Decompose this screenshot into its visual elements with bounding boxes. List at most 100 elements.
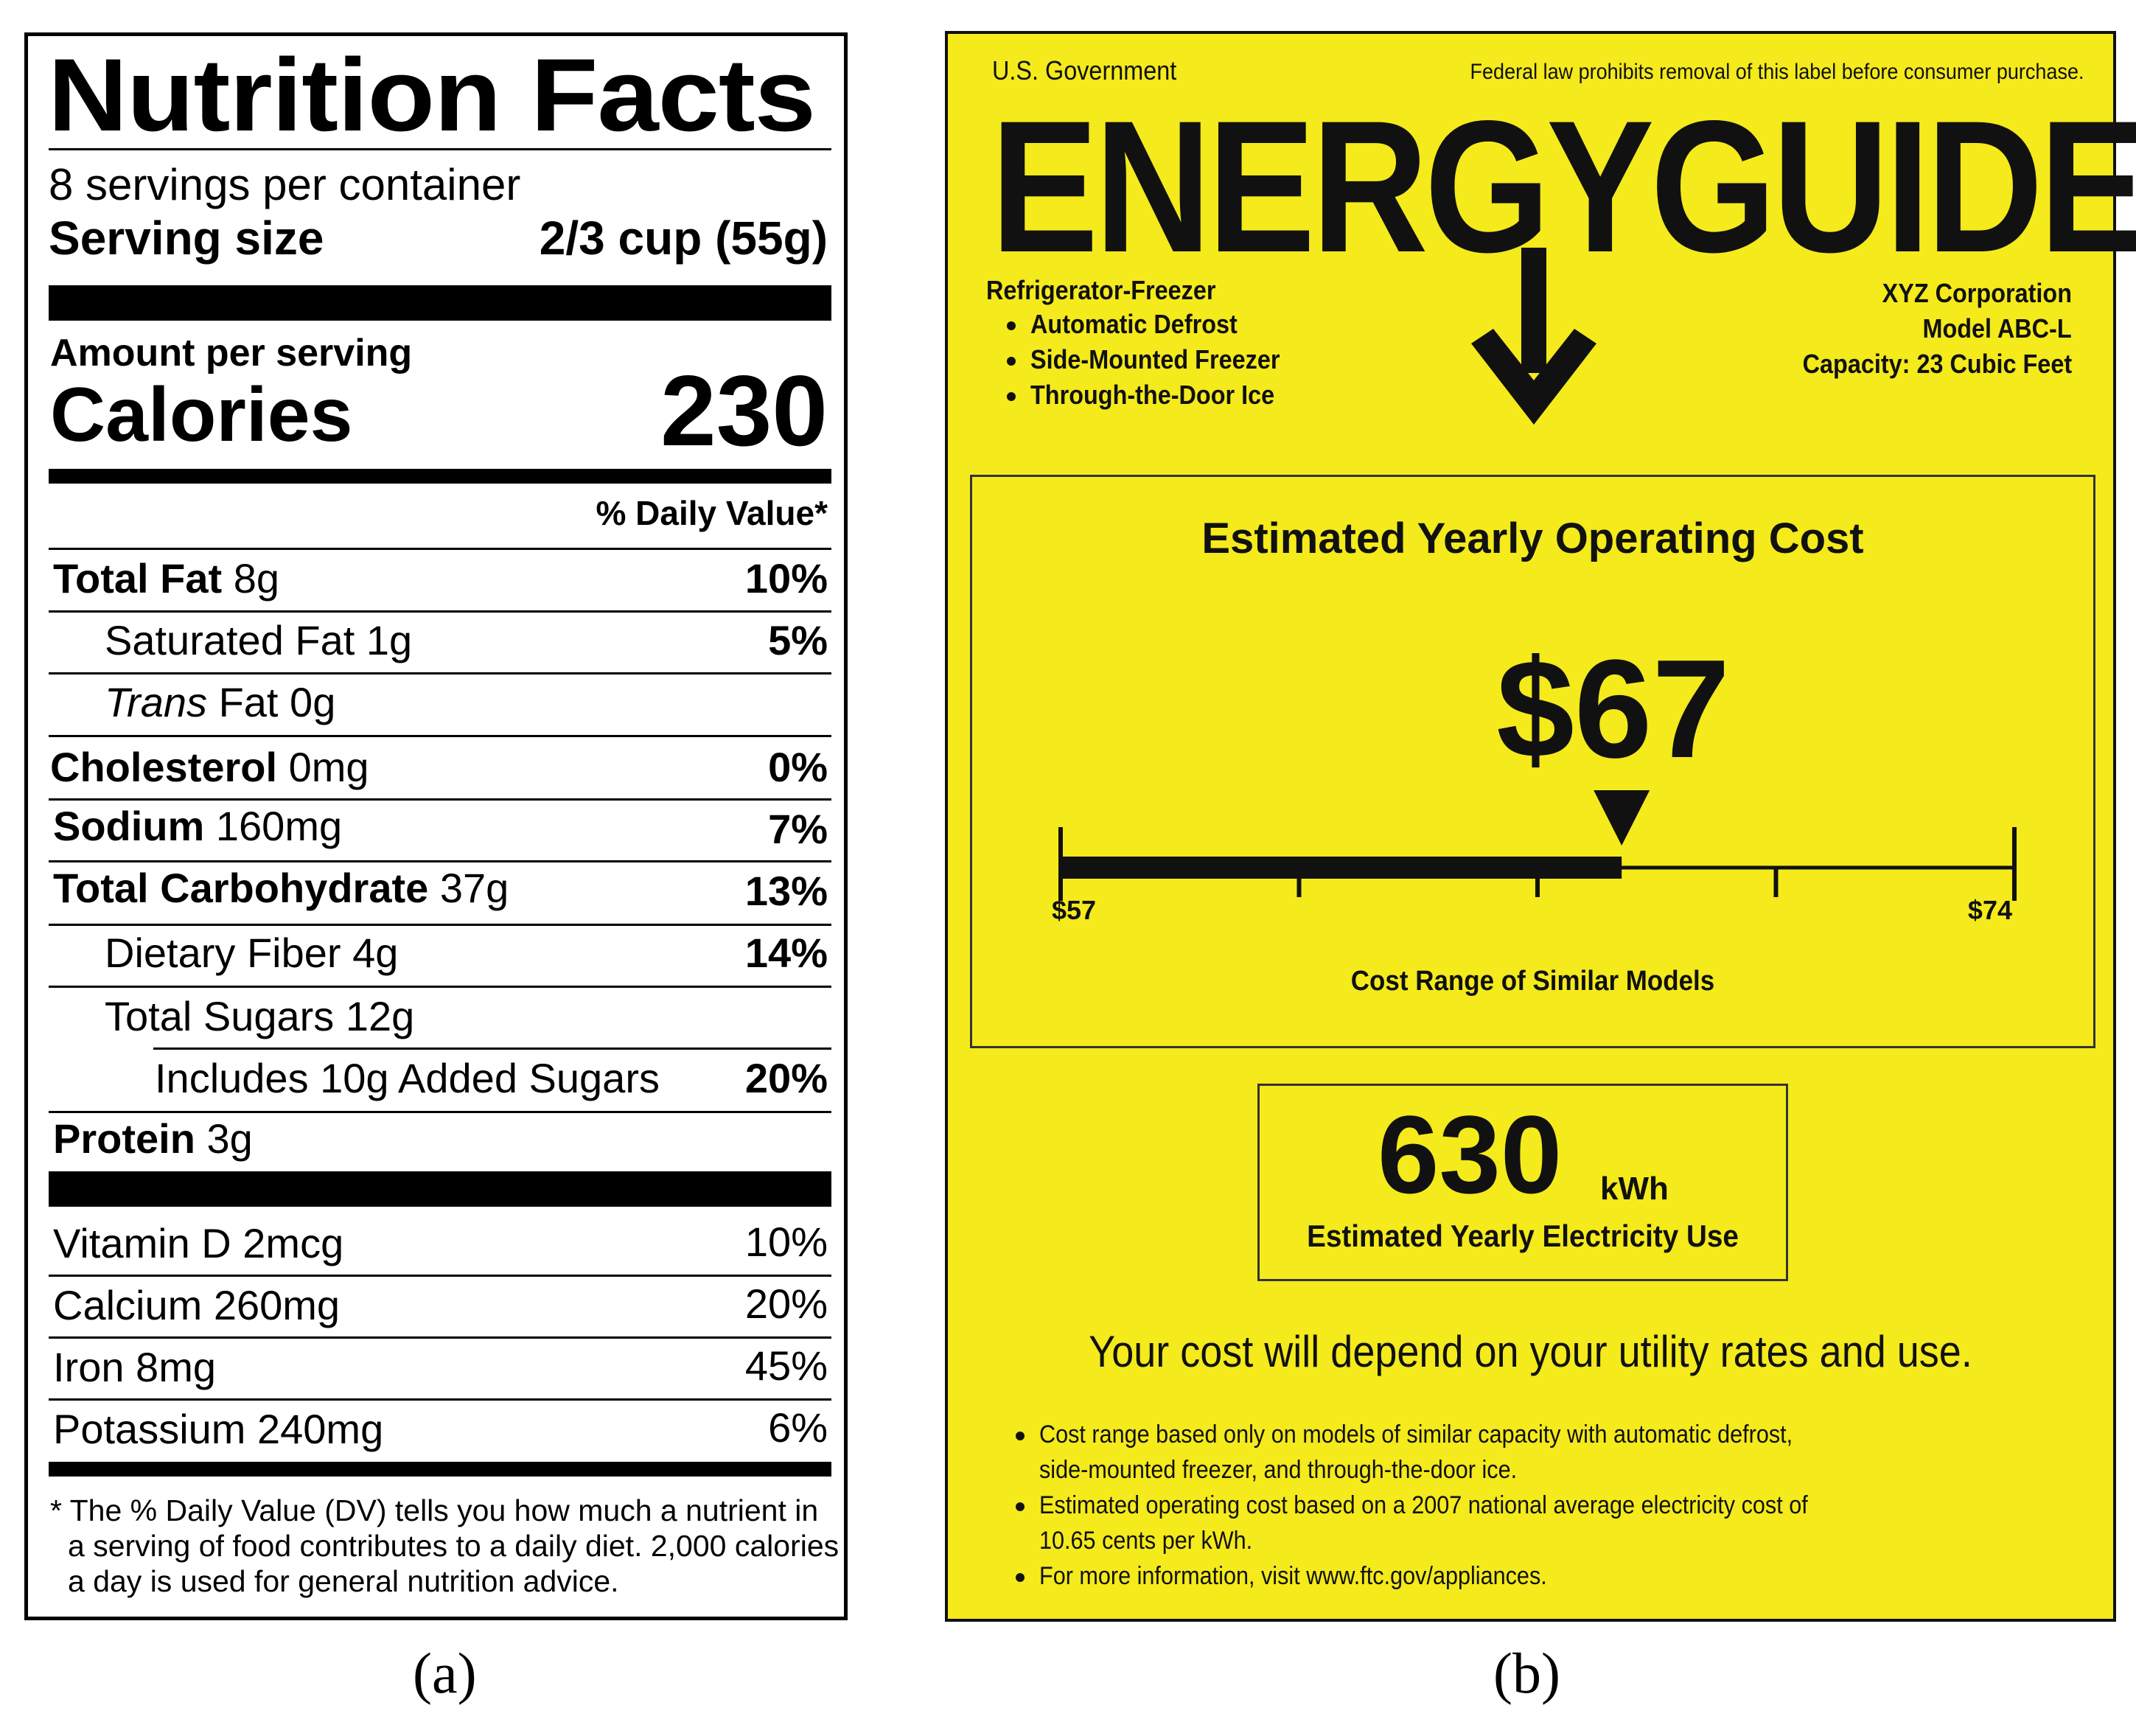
serving-size-value: 2/3 cup (55g)	[539, 212, 828, 265]
feature-1: Automatic Defrost	[1030, 309, 1238, 339]
footnote-line-3: a day is used for general nutrition advi…	[68, 1564, 619, 1598]
potassium: Potassium 240mg	[53, 1406, 384, 1452]
calories-value: 230	[660, 355, 828, 467]
nutrient-name: Dietary Fiber	[105, 930, 341, 976]
bullet-icon	[1016, 1573, 1025, 1582]
nutrient-amount: 8g	[233, 555, 280, 602]
saturated-fat-row: Saturated Fat 1g	[105, 618, 412, 663]
manufacturer: XYZ Corporation	[1882, 278, 2072, 308]
medium-divider	[49, 469, 831, 484]
bullet-icon	[1007, 392, 1016, 401]
dietary-fiber-dv: 14%	[744, 930, 828, 976]
nutrient-amount: 1g	[366, 617, 413, 663]
divider	[49, 1275, 831, 1277]
divider	[49, 924, 831, 926]
cost-heading: Estimated Yearly Operating Cost	[1201, 515, 1864, 562]
divider	[49, 1336, 831, 1339]
nutrient-amount: 12g	[345, 993, 415, 1039]
divider	[49, 148, 831, 150]
nutrient-amount: 160mg	[215, 803, 343, 849]
energy-guide-label: U.S. Government Federal law prohibits re…	[945, 31, 2136, 1622]
electricity-use-box: 630 kWh Estimated Yearly Electricity Use	[1257, 1084, 1788, 1281]
total-fat-row: Total Fat 8g	[53, 557, 279, 601]
bullet-icon	[1016, 1432, 1025, 1440]
divider	[153, 1047, 831, 1050]
trans-fat-row: Trans Fat 0g	[105, 680, 335, 725]
potassium-dv: 6%	[768, 1404, 828, 1451]
nutrient-amount: 3g	[206, 1115, 253, 1162]
kwh-caption: Estimated Yearly Electricity Use	[1307, 1219, 1739, 1253]
calories-label: Calories	[50, 372, 353, 458]
note-1-cont: side-mounted freezer, and through-the-do…	[1039, 1456, 1518, 1484]
operating-cost-box: Estimated Yearly Operating Cost $67 $57 …	[970, 475, 2095, 1048]
divider	[49, 610, 831, 613]
divider	[49, 1398, 831, 1401]
servings-per-container: 8 servings per container	[49, 160, 521, 209]
vitamin-d-dv: 10%	[744, 1219, 828, 1265]
calcium-dv: 20%	[744, 1280, 828, 1327]
cost-range-scale	[1058, 790, 2017, 901]
bullet-icon	[1016, 1502, 1025, 1511]
amount-per-serving: Amount per serving	[50, 332, 413, 374]
saturated-fat-dv: 5%	[768, 617, 828, 663]
note-2: Estimated operating cost based on a 2007…	[1039, 1491, 1808, 1519]
divider	[49, 1111, 831, 1113]
divider	[49, 860, 831, 862]
footnote-line-2: a serving of food contributes to a daily…	[68, 1529, 840, 1563]
divider	[49, 735, 831, 737]
energyguide-logo: ENERGYGUIDE	[991, 82, 2136, 292]
gov-label: U.S. Government	[992, 55, 1177, 86]
thick-divider	[49, 285, 831, 321]
medium-divider	[49, 1462, 831, 1477]
nutrient-name: Saturated Fat	[105, 617, 355, 663]
note-2-cont: 10.65 cents per kWh.	[1039, 1527, 1253, 1555]
capacity: Capacity: 23 Cubic Feet	[1802, 349, 2072, 379]
range-max-label: $74	[1967, 895, 2012, 925]
range-fill-bar	[1061, 857, 1622, 879]
vitamin-d: Vitamin D 2mcg	[53, 1220, 344, 1266]
divider	[49, 798, 831, 801]
divider	[49, 548, 831, 550]
caption-a: (a)	[413, 1641, 477, 1705]
nutrient-name: Cholesterol	[50, 744, 278, 790]
nutrient-amount: 0mg	[288, 744, 369, 790]
caption-b: (b)	[1493, 1641, 1560, 1705]
total-carbohydrate-dv: 13%	[744, 868, 828, 914]
depend-notice: Your cost will depend on your utility ra…	[1089, 1327, 1972, 1376]
cost-pointer-icon	[1594, 790, 1650, 846]
law-notice: Federal law prohibits removal of this la…	[1470, 60, 2084, 84]
kwh-value: 630	[1378, 1092, 1563, 1216]
added-sugars-dv: 20%	[744, 1055, 828, 1101]
cholesterol-dv: 0%	[768, 744, 828, 790]
added-sugars-row: Includes 10g Added Sugars	[155, 1055, 660, 1101]
model: Model ABC-L	[1922, 313, 2072, 344]
footnote-line-1: * The % Daily Value (DV) tells you how m…	[50, 1493, 819, 1527]
bullet-icon	[1007, 357, 1016, 366]
iron-dv: 45%	[744, 1342, 828, 1389]
nutrient-name: Protein	[53, 1115, 195, 1162]
total-fat-dv: 10%	[744, 555, 828, 602]
sodium-dv: 7%	[768, 806, 828, 852]
total-sugars-row: Total Sugars 12g	[105, 994, 414, 1039]
calcium: Calcium 260mg	[53, 1282, 341, 1328]
thick-divider	[49, 1171, 831, 1207]
protein-row: Protein 3g	[53, 1117, 253, 1161]
nutrition-facts-label: Nutrition Facts 8 servings per container…	[24, 32, 848, 1620]
divider	[49, 986, 831, 988]
range-min-label: $57	[1052, 895, 1097, 925]
range-caption: Cost Range of Similar Models	[1350, 966, 1715, 997]
nutrient-name: Sodium	[53, 803, 205, 849]
note-3: For more information, visit www.ftc.gov/…	[1039, 1562, 1547, 1590]
arrow-down-icon	[1471, 248, 1596, 425]
feature-3: Through-the-Door Ice	[1030, 380, 1275, 410]
nutrient-name-italic: Trans	[105, 679, 207, 725]
dietary-fiber-row: Dietary Fiber 4g	[105, 931, 398, 975]
serving-size-label: Serving size	[49, 212, 324, 265]
daily-value-header: % Daily Value*	[596, 494, 828, 532]
nutrient-amount: 4g	[352, 930, 399, 976]
cholesterol-row: Cholesterol 0mg	[50, 745, 369, 789]
note-1: Cost range based only on models of simil…	[1039, 1420, 1793, 1449]
sodium-row: Sodium 160mg	[53, 804, 342, 848]
nutrient-name: Fat	[218, 679, 279, 725]
nutrition-title: Nutrition Facts	[48, 37, 816, 153]
